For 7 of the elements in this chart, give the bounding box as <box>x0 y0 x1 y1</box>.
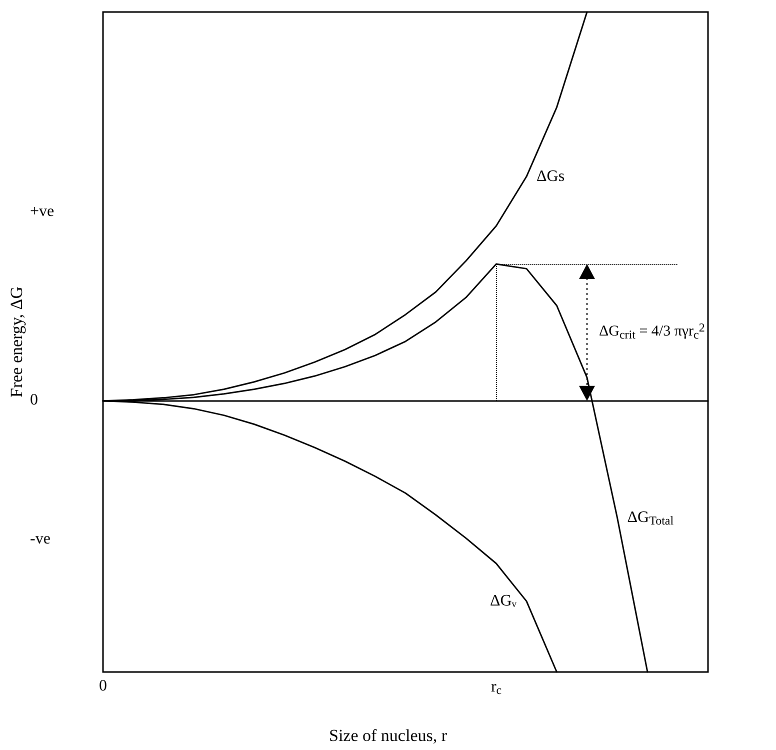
series-label: ΔGs <box>536 168 565 186</box>
text: -ve <box>30 530 50 548</box>
text: 0 <box>30 391 38 408</box>
series-label: ΔGᵥ <box>490 592 517 610</box>
x-axis-title: Size of nucleus, r <box>328 726 448 745</box>
text: +ve <box>30 202 54 220</box>
y-axis-title: Free energy, ΔG <box>7 286 26 398</box>
